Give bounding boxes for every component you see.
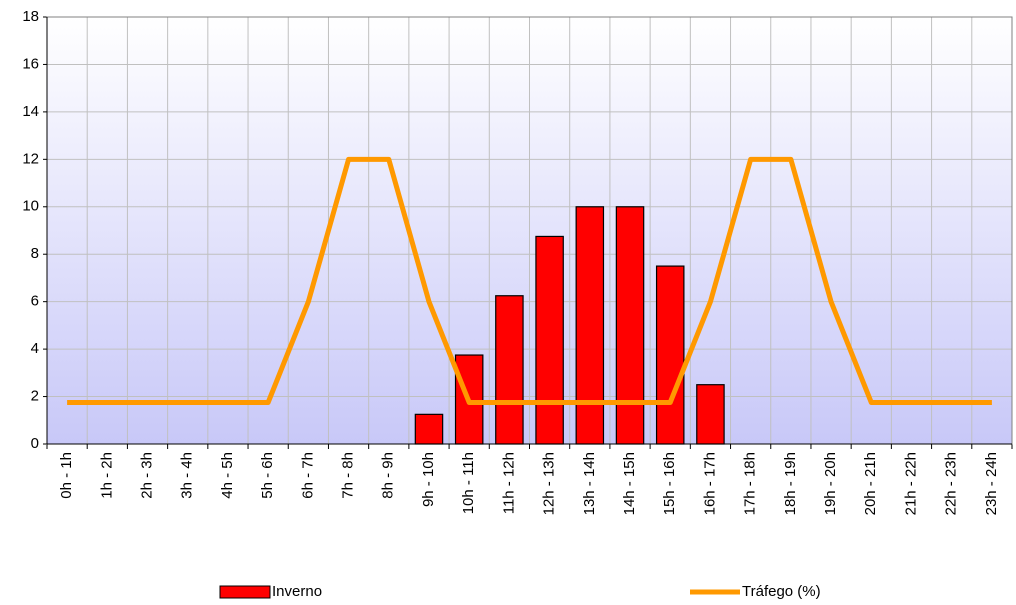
x-tick-label: 14h - 15h <box>621 452 638 515</box>
x-tick-label: 4h - 5h <box>219 452 236 499</box>
y-tick-label: 12 <box>22 150 39 167</box>
x-tick-label: 12h - 13h <box>541 452 558 515</box>
x-tick-label: 10h - 11h <box>460 452 477 514</box>
y-tick-label: 2 <box>31 388 39 405</box>
x-tick-label: 23h - 24h <box>983 452 1000 515</box>
bar <box>615 206 645 445</box>
y-tick-label: 6 <box>31 293 39 310</box>
x-tick-label: 9h - 10h <box>420 452 437 507</box>
bar <box>655 265 685 445</box>
x-tick-label: 16h - 17h <box>701 452 718 515</box>
x-tick-label: 15h - 16h <box>661 452 678 515</box>
x-tick-label: 3h - 4h <box>179 452 196 499</box>
bar <box>414 413 444 445</box>
x-tick-label: 6h - 7h <box>299 452 316 499</box>
bar <box>696 384 725 445</box>
line <box>67 156 992 405</box>
y-tick-label: 8 <box>31 245 39 262</box>
x-tick-label: 7h - 8h <box>340 452 357 499</box>
x-tick-label: 17h - 18h <box>742 452 759 515</box>
x-tick-label: 1h - 2h <box>98 452 115 499</box>
y-tick-label: 4 <box>31 340 39 357</box>
y-tick-label: 14 <box>22 103 39 120</box>
x-tick-label: 2h - 3h <box>138 452 155 499</box>
legend-swatch <box>219 585 271 599</box>
x-tick-label: 0h - 1h <box>58 452 75 499</box>
x-tick-label: 18h - 19h <box>782 452 799 515</box>
legend-label: Tráfego (%) <box>742 583 821 600</box>
y-tick-label: 16 <box>22 55 39 72</box>
y-tick-label: 18 <box>22 8 39 25</box>
x-tick-label: 5h - 6h <box>259 452 276 499</box>
x-tick-label: 22h - 23h <box>943 452 960 515</box>
legend-label: Inverno <box>272 583 322 600</box>
y-tick-label: 10 <box>22 198 39 215</box>
x-tick-label: 21h - 22h <box>902 452 919 515</box>
bar <box>535 235 564 445</box>
x-tick-label: 13h - 14h <box>581 452 598 515</box>
bar <box>575 206 605 445</box>
x-tick-label: 20h - 21h <box>862 452 879 515</box>
y-tick-label: 0 <box>31 435 39 452</box>
x-tick-label: 8h - 9h <box>380 452 397 499</box>
bar <box>495 295 524 445</box>
x-tick-label: 19h - 20h <box>822 452 839 515</box>
x-tick-label: 11h - 12h <box>500 452 517 514</box>
